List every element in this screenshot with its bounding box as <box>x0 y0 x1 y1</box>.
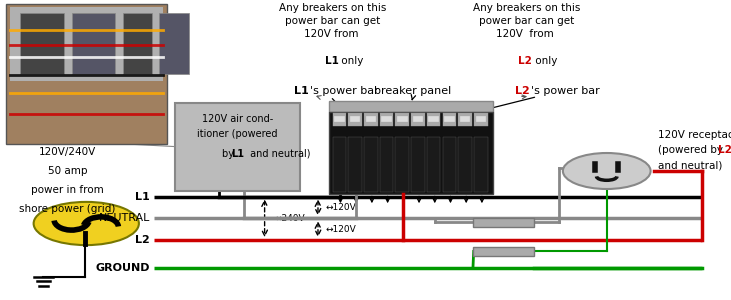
Text: L1: L1 <box>294 86 308 96</box>
Bar <box>72 13 115 74</box>
Bar <box>349 116 360 122</box>
Bar <box>395 113 409 126</box>
Text: breaker panel: breaker panel <box>374 86 452 96</box>
Bar <box>364 113 377 126</box>
Bar <box>411 136 425 192</box>
Bar <box>427 113 440 126</box>
Bar <box>460 116 471 122</box>
Bar <box>333 113 346 126</box>
Bar <box>382 116 392 122</box>
Bar <box>395 136 409 192</box>
Bar <box>380 113 393 126</box>
Text: L2: L2 <box>135 235 150 245</box>
Bar <box>10 7 163 81</box>
Text: L2: L2 <box>518 56 532 65</box>
Bar <box>458 113 472 126</box>
Bar <box>397 116 408 122</box>
Bar <box>427 136 440 192</box>
Text: Any breakers on this
power bar can get
120V from: Any breakers on this power bar can get 1… <box>279 3 386 39</box>
Bar <box>428 116 439 122</box>
Text: and neutral): and neutral) <box>247 149 311 159</box>
Bar <box>349 136 362 192</box>
Bar <box>123 13 152 74</box>
Text: 120V receptacle: 120V receptacle <box>658 130 731 140</box>
Bar <box>20 13 64 74</box>
Circle shape <box>34 202 139 245</box>
Text: L1: L1 <box>231 149 244 159</box>
Text: (powered by: (powered by <box>658 145 726 155</box>
Bar <box>349 113 362 126</box>
Bar <box>333 136 346 192</box>
Text: 's power bar: 's power bar <box>310 86 379 96</box>
Bar <box>159 13 189 74</box>
Bar <box>474 136 488 192</box>
Text: 's power bar: 's power bar <box>531 86 600 96</box>
Bar <box>175 103 300 190</box>
Text: shore power (grid): shore power (grid) <box>19 204 115 214</box>
Bar <box>443 136 456 192</box>
Text: L1: L1 <box>325 56 338 65</box>
Text: ↔120V: ↔120V <box>325 225 356 234</box>
Bar <box>334 116 345 122</box>
Text: ↔240V: ↔240V <box>275 214 306 223</box>
Text: ↔120V: ↔120V <box>325 203 356 212</box>
Text: Any breakers on this
power bar can get
120V  from: Any breakers on this power bar can get 1… <box>473 3 580 39</box>
Text: only: only <box>338 56 364 65</box>
Bar <box>443 113 456 126</box>
Text: NEUTRAL: NEUTRAL <box>99 213 150 224</box>
Text: L2: L2 <box>515 86 530 96</box>
Bar <box>366 116 376 122</box>
Bar <box>473 218 534 226</box>
Bar <box>458 136 472 192</box>
Bar <box>380 136 393 192</box>
Text: 50 amp: 50 amp <box>48 166 87 176</box>
Text: and neutral): and neutral) <box>658 160 722 170</box>
Bar <box>412 116 423 122</box>
Bar <box>444 116 455 122</box>
Text: itioner (powered: itioner (powered <box>197 129 278 139</box>
Text: power in from: power in from <box>31 185 104 195</box>
Bar <box>6 4 167 144</box>
Bar <box>473 247 534 256</box>
Bar <box>329 100 493 112</box>
Bar <box>475 116 486 122</box>
Text: 120V/240V: 120V/240V <box>39 147 96 157</box>
Bar <box>364 136 377 192</box>
Text: 120V air cond-: 120V air cond- <box>202 114 273 124</box>
Bar <box>329 112 493 194</box>
Bar <box>474 113 488 126</box>
Text: only: only <box>532 56 558 65</box>
Bar <box>411 113 425 126</box>
Text: GROUND: GROUND <box>95 263 150 273</box>
Text: L2: L2 <box>718 145 731 155</box>
Circle shape <box>563 153 651 189</box>
Text: L1: L1 <box>135 191 150 202</box>
Text: by: by <box>222 149 238 159</box>
